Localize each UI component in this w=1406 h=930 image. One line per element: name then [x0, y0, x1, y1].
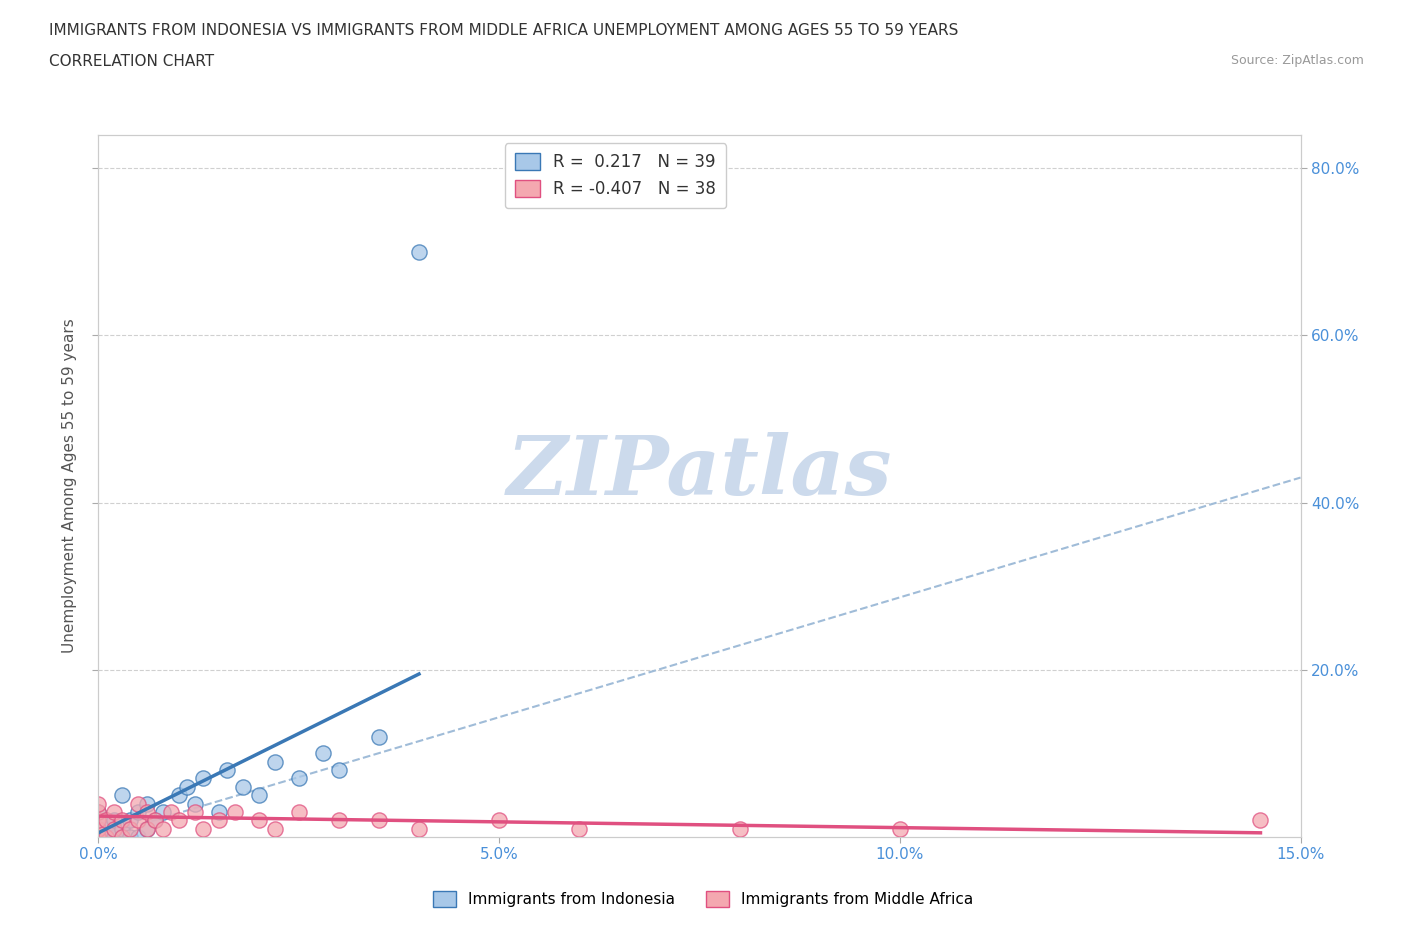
Point: [247, 813, 270, 828]
Point: [191, 771, 214, 786]
Point: [368, 813, 391, 828]
Point: [87, 821, 110, 836]
Point: [408, 245, 430, 259]
Point: [159, 804, 181, 819]
Point: [103, 813, 125, 828]
Point: [183, 796, 205, 811]
Point: [368, 729, 391, 744]
Point: [568, 821, 591, 836]
Point: [87, 830, 110, 844]
Point: [191, 821, 214, 836]
Point: [96, 830, 118, 844]
Point: [111, 830, 134, 844]
Point: [87, 830, 110, 844]
Point: [215, 763, 238, 777]
Point: [128, 830, 150, 844]
Point: [328, 813, 350, 828]
Point: [103, 804, 125, 819]
Point: [167, 788, 190, 803]
Point: [183, 804, 205, 819]
Point: [96, 813, 118, 828]
Point: [143, 813, 166, 828]
Point: [120, 830, 142, 844]
Point: [87, 804, 110, 819]
Text: CORRELATION CHART: CORRELATION CHART: [49, 54, 214, 69]
Point: [87, 796, 110, 811]
Point: [263, 754, 285, 769]
Point: [87, 830, 110, 844]
Point: [120, 821, 142, 836]
Legend: R =  0.217   N = 39, R = -0.407   N = 38: R = 0.217 N = 39, R = -0.407 N = 38: [505, 143, 725, 207]
Point: [135, 821, 157, 836]
Point: [87, 830, 110, 844]
Point: [288, 804, 311, 819]
Point: [176, 779, 198, 794]
Point: [128, 813, 150, 828]
Point: [167, 813, 190, 828]
Point: [87, 813, 110, 828]
Point: [128, 796, 150, 811]
Point: [263, 821, 285, 836]
Point: [128, 804, 150, 819]
Point: [111, 821, 134, 836]
Y-axis label: Unemployment Among Ages 55 to 59 years: Unemployment Among Ages 55 to 59 years: [62, 319, 77, 653]
Point: [488, 813, 510, 828]
Point: [111, 788, 134, 803]
Point: [111, 830, 134, 844]
Point: [96, 813, 118, 828]
Point: [111, 813, 134, 828]
Point: [96, 830, 118, 844]
Text: ZIPatlas: ZIPatlas: [506, 432, 893, 512]
Point: [103, 821, 125, 836]
Point: [143, 813, 166, 828]
Point: [87, 821, 110, 836]
Point: [208, 813, 231, 828]
Point: [87, 821, 110, 836]
Point: [288, 771, 311, 786]
Point: [312, 746, 335, 761]
Text: Source: ZipAtlas.com: Source: ZipAtlas.com: [1230, 54, 1364, 67]
Point: [152, 804, 174, 819]
Point: [247, 788, 270, 803]
Legend: Immigrants from Indonesia, Immigrants from Middle Africa: Immigrants from Indonesia, Immigrants fr…: [427, 884, 979, 913]
Point: [1250, 813, 1272, 828]
Point: [328, 763, 350, 777]
Point: [135, 821, 157, 836]
Point: [87, 813, 110, 828]
Point: [224, 804, 246, 819]
Point: [135, 796, 157, 811]
Point: [87, 821, 110, 836]
Point: [96, 821, 118, 836]
Point: [135, 804, 157, 819]
Point: [87, 804, 110, 819]
Point: [408, 821, 430, 836]
Point: [87, 830, 110, 844]
Point: [120, 813, 142, 828]
Point: [208, 804, 231, 819]
Point: [103, 830, 125, 844]
Point: [889, 821, 911, 836]
Point: [87, 830, 110, 844]
Point: [728, 821, 751, 836]
Text: IMMIGRANTS FROM INDONESIA VS IMMIGRANTS FROM MIDDLE AFRICA UNEMPLOYMENT AMONG AG: IMMIGRANTS FROM INDONESIA VS IMMIGRANTS …: [49, 23, 959, 38]
Point: [152, 821, 174, 836]
Point: [87, 830, 110, 844]
Point: [103, 821, 125, 836]
Point: [232, 779, 254, 794]
